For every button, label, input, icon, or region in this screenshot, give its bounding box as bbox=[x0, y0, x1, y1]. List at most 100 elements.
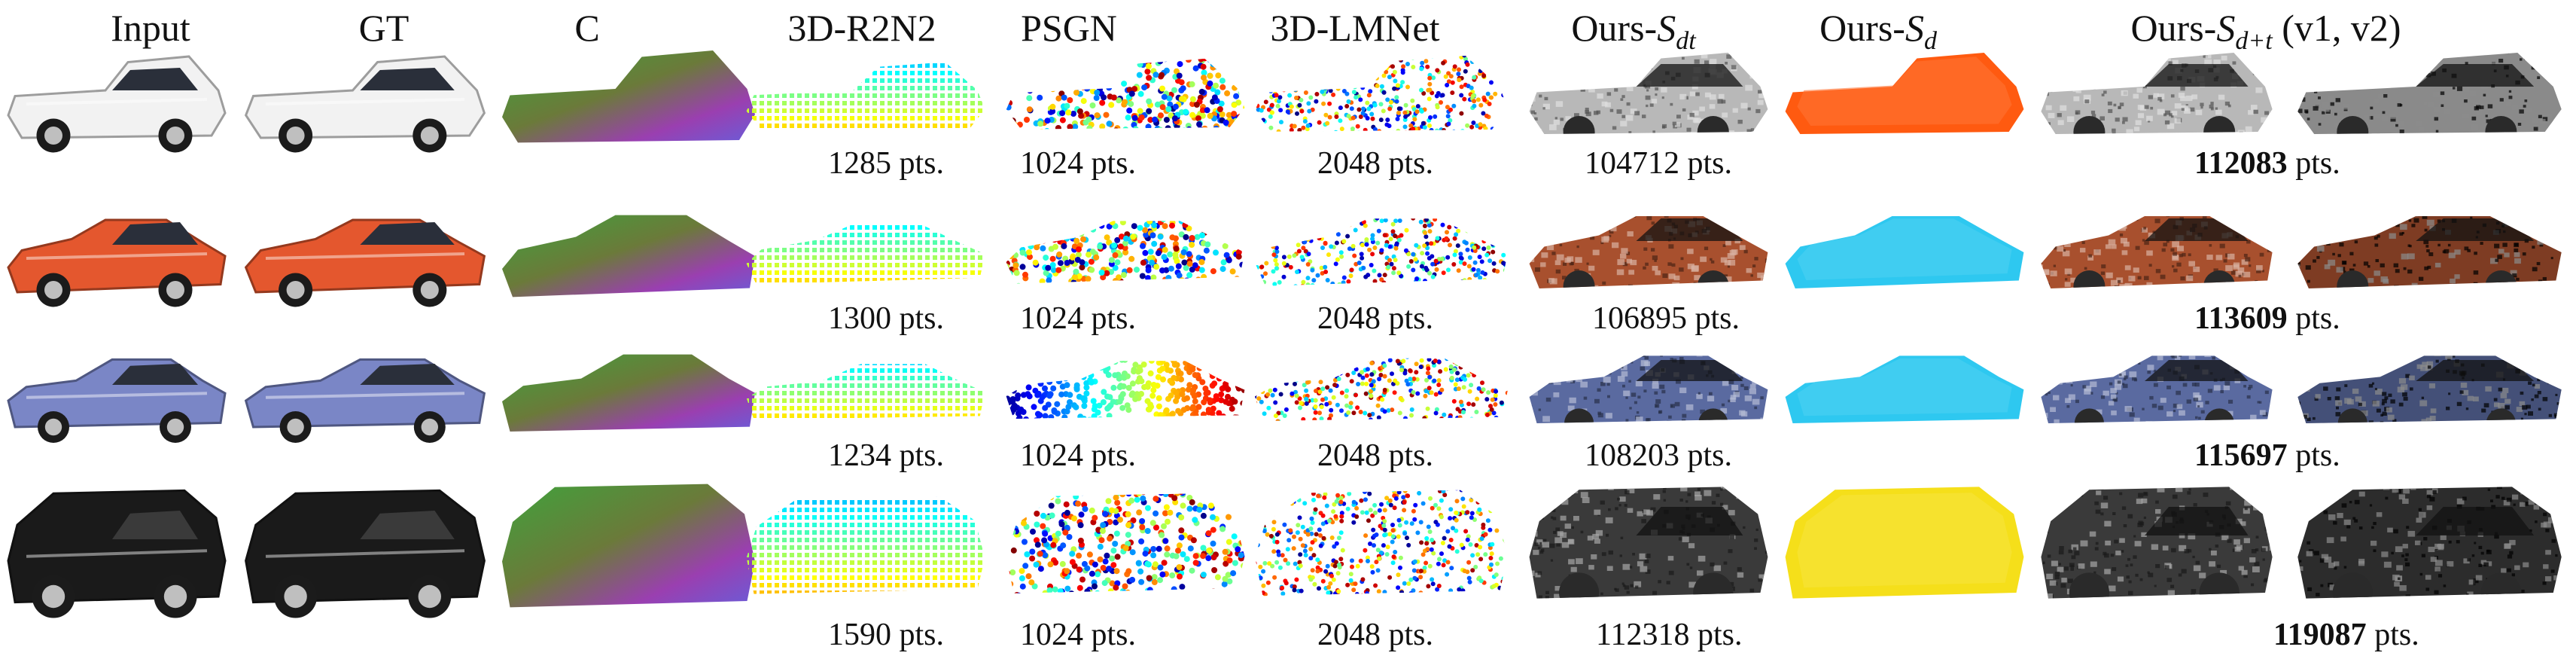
gt-row1 bbox=[241, 45, 489, 158]
input-row4-rim-1 bbox=[41, 584, 65, 609]
lmnet-row3-cloud bbox=[1255, 358, 1508, 421]
lmnet-row3 bbox=[1250, 343, 1513, 441]
input-row3-rim-1 bbox=[44, 418, 62, 436]
header-c: C bbox=[574, 7, 600, 49]
ours-sdt-row4-surface bbox=[1529, 487, 1768, 599]
gt-row2-windows bbox=[360, 222, 455, 245]
gt-row1-rim-1 bbox=[286, 127, 305, 145]
ours-sdplust-v1-row3-surface bbox=[2041, 355, 2273, 423]
input-row1 bbox=[4, 45, 230, 158]
gt-row1-highlight bbox=[265, 98, 465, 105]
ours-sdt-row2-surface bbox=[1529, 216, 1768, 288]
psgn-row3 bbox=[1001, 346, 1250, 437]
label-sdt-row2: 106895 pts. bbox=[1592, 301, 1740, 336]
r2n2-row3-cloud bbox=[746, 364, 982, 418]
gt-row4-highlight bbox=[265, 549, 465, 558]
c-row2 bbox=[497, 192, 760, 320]
lmnet-row4-cloud bbox=[1255, 490, 1508, 596]
ours-sdt-row3 bbox=[1524, 339, 1773, 444]
header-ours-sd: Ours-Sd bbox=[1819, 7, 1937, 55]
gt-row2 bbox=[241, 200, 489, 313]
gt-row3-rim-2 bbox=[421, 418, 438, 436]
gt-row4-rim-1 bbox=[284, 584, 307, 609]
label-psgn-row1: 1024 pts. bbox=[1020, 146, 1137, 181]
label-sdt-row3: 108203 pts. bbox=[1585, 438, 1733, 473]
ours-sdplust-v1-row1-surface bbox=[2041, 53, 2273, 134]
label-r2n2-row3: 1234 pts. bbox=[828, 438, 945, 473]
gt-row1-body bbox=[244, 55, 486, 139]
gt-row1-rim-2 bbox=[420, 127, 439, 145]
c-row1 bbox=[497, 38, 760, 166]
c-row4 bbox=[497, 474, 760, 633]
lmnet-row2 bbox=[1250, 200, 1513, 305]
c-row3 bbox=[497, 335, 760, 456]
input-row3-windows bbox=[112, 364, 198, 385]
label-psgn-row4: 1024 pts. bbox=[1020, 618, 1137, 652]
ours-sdplust-v1-row2 bbox=[2036, 196, 2277, 309]
psgn-row1-cloud bbox=[1006, 59, 1245, 130]
ours-sd-row1 bbox=[1780, 41, 2029, 154]
input-row1-highlight bbox=[26, 98, 208, 105]
input-row2-rim-2 bbox=[166, 281, 184, 299]
lmnet-row4 bbox=[1250, 482, 1513, 618]
ours-sdplust-v2-row2 bbox=[2292, 196, 2567, 309]
ours-sd-row4 bbox=[1780, 478, 2029, 621]
label-r2n2-row4: 1590 pts. bbox=[828, 618, 945, 652]
label-sdplust-row1: 112083 pts. bbox=[2194, 146, 2340, 181]
label-sdplust-row2: 113609 pts. bbox=[2194, 301, 2340, 336]
input-row4 bbox=[4, 482, 230, 625]
header-input: Input bbox=[111, 7, 190, 49]
input-row2 bbox=[4, 200, 230, 313]
ours-sdplust-v2-row4 bbox=[2292, 478, 2567, 621]
ours-sdplust-v2-row1-surface bbox=[2297, 53, 2562, 134]
ours-sd-row1-shade bbox=[1797, 56, 2012, 126]
label-psgn-row2: 1024 pts. bbox=[1020, 301, 1137, 336]
label-r2n2-row2: 1300 pts. bbox=[828, 301, 945, 336]
ours-sdt-row1-surface bbox=[1529, 53, 1768, 134]
input-row2-rim-1 bbox=[44, 281, 62, 299]
psgn-row2-cloud bbox=[1006, 221, 1245, 284]
ours-sdplust-v2-row2-surface bbox=[2297, 216, 2562, 288]
lmnet-row2-cloud bbox=[1255, 218, 1508, 286]
ours-sd-row3-shade bbox=[1797, 358, 2012, 416]
ours-sdt-row3-surface bbox=[1529, 355, 1768, 423]
ours-sdt-row1 bbox=[1524, 41, 1773, 154]
label-sdplust-row3: 115697 pts. bbox=[2194, 438, 2340, 473]
header-ours-sdt: Ours-Sdt bbox=[1571, 7, 1696, 55]
label-lmnet-row2: 2048 pts. bbox=[1317, 301, 1434, 336]
input-row1-rim-1 bbox=[44, 127, 62, 145]
ours-sd-row4-shade bbox=[1797, 493, 2012, 588]
input-row2-highlight bbox=[26, 252, 208, 260]
label-r2n2-row1: 1285 pts. bbox=[828, 146, 945, 181]
ours-sdplust-v2-row3 bbox=[2292, 339, 2567, 444]
input-row3 bbox=[4, 343, 230, 448]
gt-row4 bbox=[241, 482, 489, 625]
gt-row3-windows bbox=[360, 364, 455, 385]
gt-row4-windows bbox=[360, 511, 455, 539]
r2n2-row4-cloud bbox=[746, 496, 982, 594]
psgn-row2 bbox=[1001, 203, 1250, 301]
input-row3-rim-2 bbox=[166, 418, 184, 436]
header-psgn: PSGN bbox=[1021, 7, 1117, 49]
psgn-row4 bbox=[1001, 486, 1250, 614]
ours-sdt-row2 bbox=[1524, 196, 1773, 309]
label-sdt-row4: 112318 pts. bbox=[1596, 618, 1743, 652]
input-row2-windows bbox=[112, 222, 198, 245]
ours-sd-row2 bbox=[1780, 196, 2029, 309]
ours-sdplust-v2-row3-surface bbox=[2297, 355, 2562, 423]
lmnet-row1-cloud bbox=[1255, 56, 1508, 132]
label-psgn-row3: 1024 pts. bbox=[1020, 438, 1137, 473]
r2n2-row2 bbox=[741, 207, 990, 301]
psgn-row1 bbox=[1001, 49, 1250, 147]
input-row4-windows bbox=[112, 511, 198, 539]
ours-sd-row2-shade bbox=[1797, 218, 2012, 280]
c-row1-shape bbox=[502, 50, 755, 143]
gt-row3 bbox=[241, 343, 489, 448]
ours-sd-row3 bbox=[1780, 339, 2029, 444]
ours-sdplust-v2-row4-surface bbox=[2297, 487, 2562, 599]
header-ours-sdplust: Ours-Sd+t (v1, v2) bbox=[2130, 7, 2401, 55]
c-row4-shape bbox=[502, 484, 755, 608]
c-row3-shape bbox=[502, 354, 755, 432]
label-lmnet-row1: 2048 pts. bbox=[1317, 146, 1434, 181]
ours-sdplust-v1-row1 bbox=[2036, 41, 2277, 154]
